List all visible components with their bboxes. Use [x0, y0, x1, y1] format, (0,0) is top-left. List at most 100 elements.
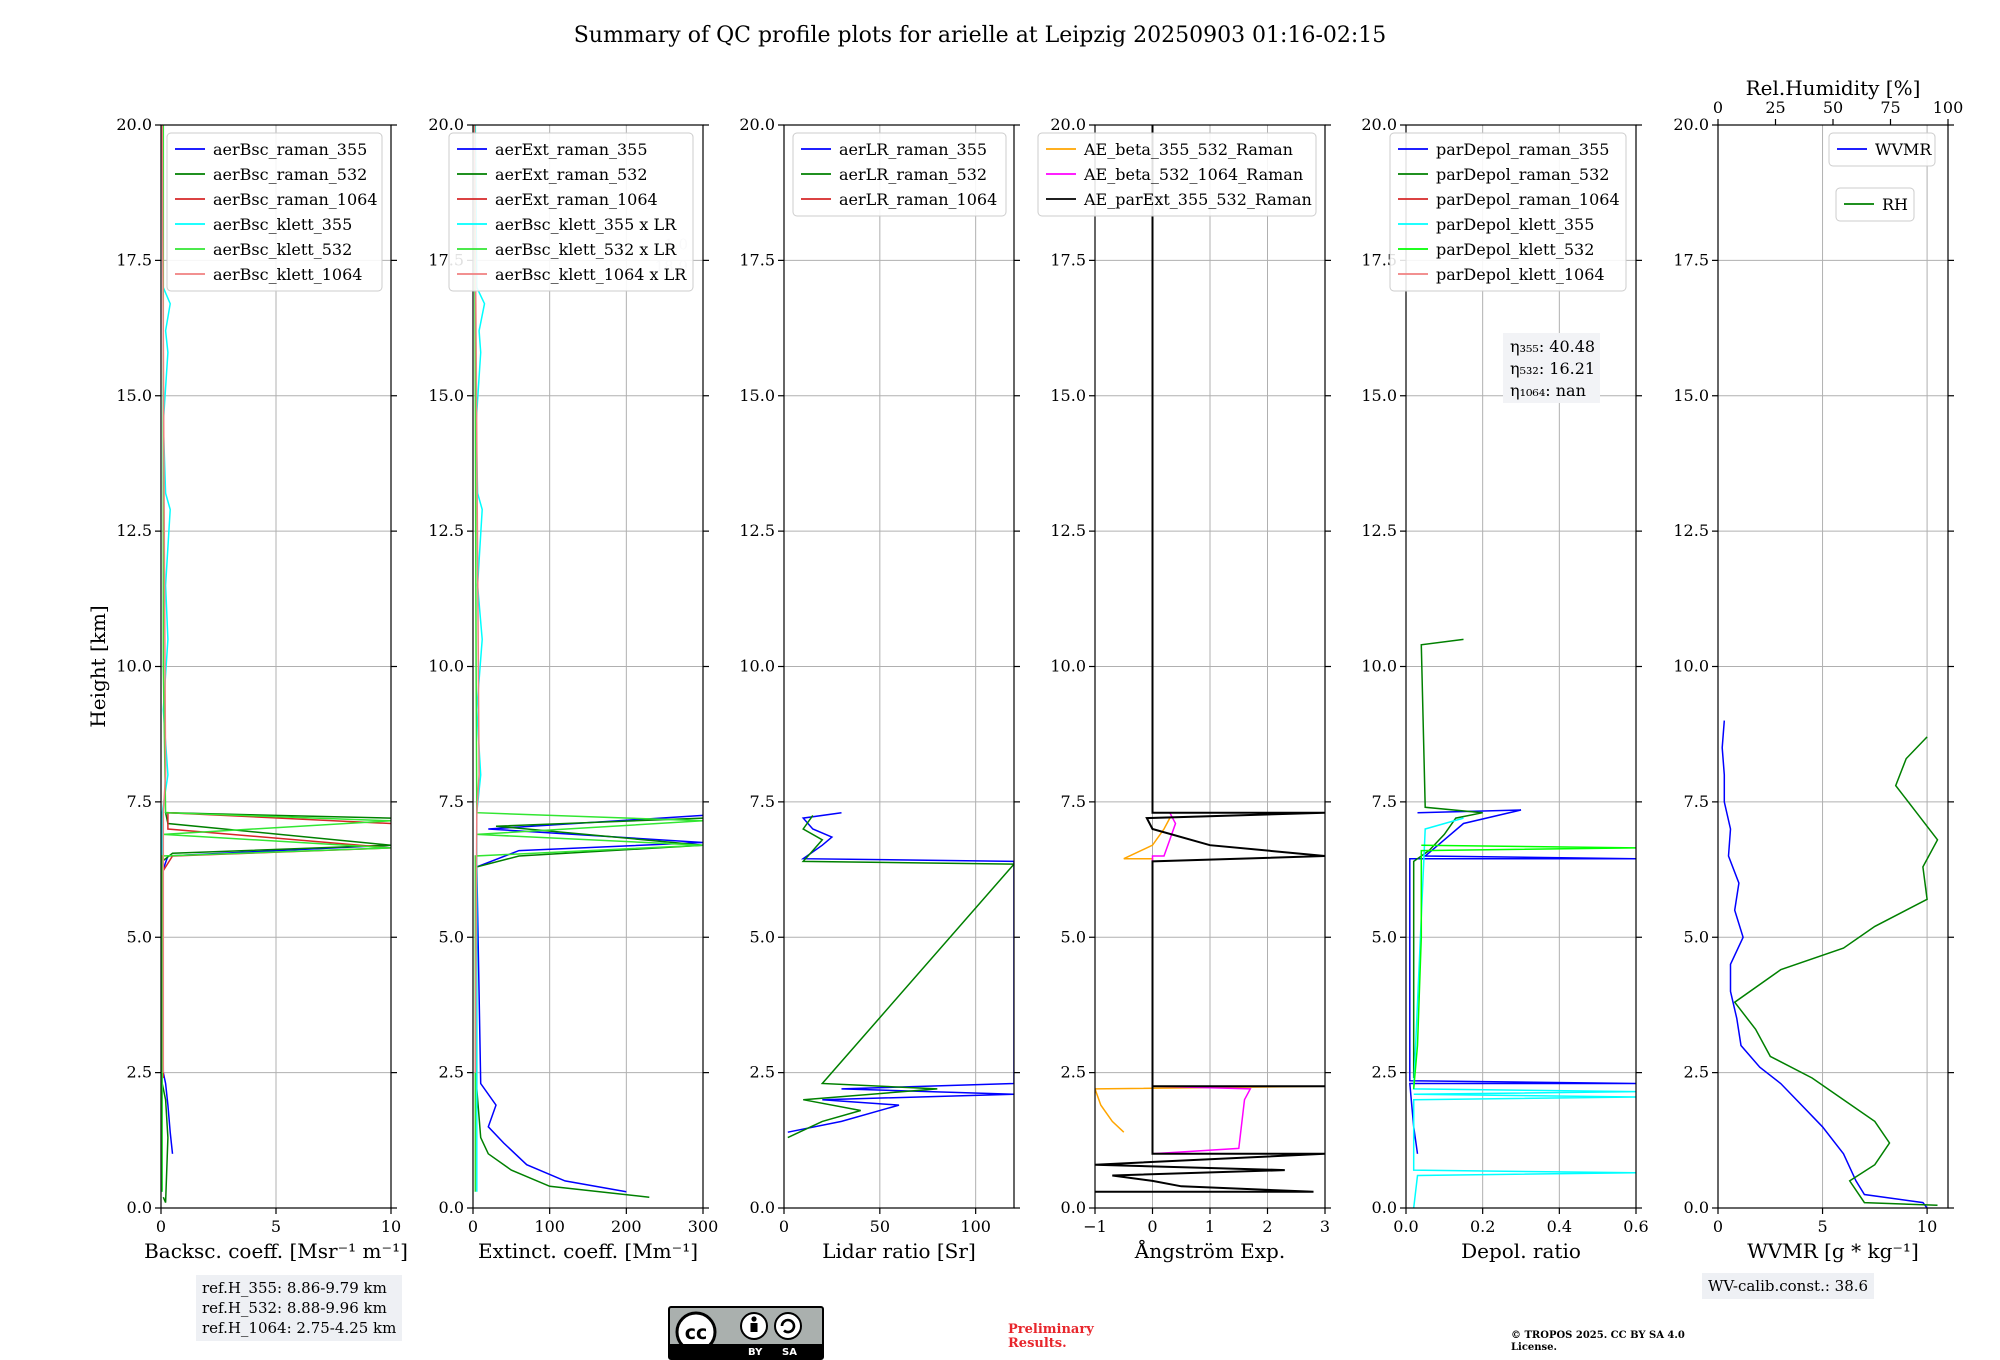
y-tick-label: 2.5 — [750, 1063, 775, 1082]
eta-355-label: η₃₅₅: 40.48 — [1510, 337, 1595, 356]
preliminary-results-note: Preliminary Results. — [1008, 1322, 1094, 1351]
legend-label: aerBsc_raman_1064 — [213, 190, 378, 209]
secondary-x-tick-label: 0 — [1713, 98, 1723, 117]
y-tick-label: 10.0 — [428, 657, 464, 676]
share-alike-icon — [774, 1312, 802, 1340]
svg-text:cc: cc — [685, 1322, 708, 1344]
x-tick-label: 5 — [1817, 1217, 1827, 1236]
y-tick-label: 20.0 — [1673, 115, 1709, 134]
y-tick-label: 20.0 — [428, 115, 464, 134]
y-axis-label: Height [km] — [86, 605, 110, 727]
x-tick-label: −1 — [1083, 1217, 1107, 1236]
panel-backscatter: 0.0 2.5 5.0 7.5 10.0 12.5 15.0 17.5 20.0 0 5 10 Back… — [86, 115, 408, 1263]
legend-label: AE_parExt_355_532_Raman — [1083, 190, 1312, 209]
y-tick-label: 15.0 — [116, 386, 152, 405]
series-aerBsc_raman_532 — [161, 811, 391, 1203]
y-tick-label: 7.5 — [750, 792, 775, 811]
legend-label: aerBsc_klett_1064 — [213, 265, 362, 284]
y-tick-label: 0.0 — [750, 1198, 775, 1217]
series-parDepol_raman_355 — [1408, 809, 1636, 1154]
series-aerLR_raman_532 — [787, 814, 1014, 1139]
panel-depol: 0.0 2.5 5.0 7.5 10.0 12.5 15.0 17.5 20.0 0.0 0.2 0.… — [1361, 115, 1648, 1263]
panel-lidar_ratio: 0.0 2.5 5.0 7.5 10.0 12.5 15.0 17.5 20.0 0 50 100 Li… — [739, 115, 1020, 1263]
x-axis-label: Extinct. coeff. [Mm⁻¹] — [478, 1239, 698, 1263]
y-tick-label: 0.0 — [1684, 1198, 1709, 1217]
x-tick-label: 100 — [960, 1217, 991, 1236]
x-tick-label: 0.4 — [1547, 1217, 1572, 1236]
y-tick-label: 15.0 — [739, 386, 775, 405]
x-tick-label: 5 — [271, 1217, 281, 1236]
copyright-note: © TROPOS 2025. CC BY SA 4.0 License. — [1511, 1330, 1685, 1353]
legend-label: aerExt_raman_532 — [495, 165, 648, 184]
y-tick-label: 20.0 — [116, 115, 152, 134]
y-tick-label: 7.5 — [1372, 792, 1397, 811]
secondary-x-tick-label: 100 — [1933, 98, 1964, 117]
y-tick-label: 7.5 — [439, 792, 464, 811]
y-tick-label: 10.0 — [739, 657, 775, 676]
legend: RH — [1835, 187, 1915, 222]
y-tick-label: 12.5 — [1361, 521, 1397, 540]
y-tick-label: 20.0 — [739, 115, 775, 134]
y-tick-label: 10.0 — [1361, 657, 1397, 676]
y-tick-label: 17.5 — [1673, 250, 1709, 269]
legend-label: aerBsc_klett_355 — [213, 215, 352, 234]
x-axis-label: Ångström Exp. — [1134, 1238, 1285, 1263]
eta-annotation: η₃₅₅: 40.48 η₅₃₂: 16.21 η₁₀₆₄: nan — [1503, 333, 1600, 403]
y-tick-label: 2.5 — [1372, 1063, 1397, 1082]
cc-logo-icon — [675, 1311, 717, 1348]
y-tick-label: 5.0 — [1061, 927, 1086, 946]
x-tick-label: 3 — [1320, 1217, 1330, 1236]
y-tick-label: 10.0 — [116, 657, 152, 676]
legend-frame — [166, 132, 383, 292]
ref-h-532: ref.H_532: 8.88-9.96 km — [202, 1299, 387, 1317]
x-tick-label: 0 — [1713, 1217, 1723, 1236]
x-axis-label: Depol. ratio — [1461, 1239, 1581, 1263]
cc-license-badge[interactable]: cc BY SA — [668, 1306, 824, 1360]
eta-annotation-bg — [1503, 333, 1600, 403]
x-tick-label: 0.0 — [1393, 1217, 1418, 1236]
x-tick-label: 0 — [156, 1217, 166, 1236]
y-tick-label: 12.5 — [116, 521, 152, 540]
y-tick-label: 2.5 — [1061, 1063, 1086, 1082]
series-aerBsc_klett_532 — [161, 125, 391, 1192]
legend: aerBsc_raman_355 aerBsc_raman_532 aerBsc_r… — [166, 132, 383, 292]
panel-extinction: 1.018.90.02.55.07.510.012.515.017.520.00… — [428, 115, 718, 1263]
x-tick-label: 2 — [1262, 1217, 1272, 1236]
series-WVMR — [1721, 720, 1928, 1208]
x-tick-label: 200 — [611, 1217, 642, 1236]
y-tick-label: 2.5 — [1684, 1063, 1709, 1082]
y-tick-label: 15.0 — [1361, 386, 1397, 405]
series-parDepol_raman_532 — [1412, 638, 1483, 1078]
legend-label: parDepol_raman_355 — [1436, 140, 1609, 159]
x-tick-label: 300 — [688, 1217, 719, 1236]
cc-by-label: BY — [748, 1347, 763, 1358]
x-tick-label: 0.6 — [1623, 1217, 1648, 1236]
legend-frame — [1037, 132, 1317, 217]
legend-label: parDepol_raman_532 — [1436, 165, 1609, 184]
legend-frame — [448, 132, 694, 292]
series-aerBsc_klett_1064 — [161, 125, 167, 1073]
y-tick-label: 20.0 — [1050, 115, 1086, 134]
y-tick-label: 7.5 — [127, 792, 152, 811]
legend-label: parDepol_klett_1064 — [1436, 265, 1605, 284]
y-tick-label: 5.0 — [1372, 927, 1397, 946]
legend: aerLR_raman_355 aerLR_raman_532 aerLR_rama… — [792, 132, 1007, 217]
wv-calibration-box: WV-calib.const.: 38.6 — [1702, 1273, 1875, 1299]
y-tick-label: 17.5 — [1050, 250, 1086, 269]
y-tick-label: 7.5 — [1061, 792, 1086, 811]
legend-label: aerExt_raman_355 — [495, 140, 648, 159]
legend-label: aerBsc_klett_532 — [213, 240, 352, 259]
x-axis-label: Backsc. coeff. [Msr⁻¹ m⁻¹] — [144, 1239, 408, 1263]
y-tick-label: 12.5 — [428, 521, 464, 540]
panels: 0.02.55.07.510.012.515.017.520.00 5 10Back… — [86, 76, 1963, 1263]
y-tick-label: 20.0 — [1361, 115, 1397, 134]
panel-angstrom: 0.0 2.5 5.0 7.5 10.0 12.5 15.0 17.5 20.0 −1 0 1 2 3 Ån… — [1037, 115, 1331, 1263]
x-tick-label: 0.2 — [1470, 1217, 1495, 1236]
y-tick-label: 17.5 — [116, 250, 152, 269]
y-tick-label: 5.0 — [1684, 927, 1709, 946]
legend-label: aerLR_raman_1064 — [839, 190, 997, 209]
legend-label: AE_beta_532_1064_Raman — [1083, 165, 1303, 184]
y-tick-label: 5.0 — [750, 927, 775, 946]
y-tick-label: 10.0 — [1050, 657, 1086, 676]
series-AE_parExt_355_532_Raman — [1095, 125, 1325, 1193]
